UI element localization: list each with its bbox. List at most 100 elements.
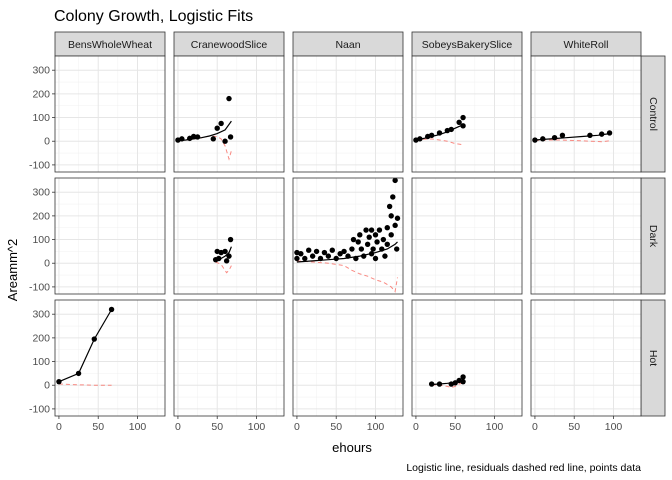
panel-background — [531, 56, 641, 172]
data-point — [384, 225, 390, 231]
data-point — [56, 378, 62, 385]
y-tick-label: 0 — [44, 258, 50, 270]
panel-data — [428, 374, 466, 389]
x-tick-label: 100 — [367, 421, 385, 433]
panel-background — [174, 56, 284, 172]
data-point — [227, 236, 234, 243]
data-point — [349, 246, 355, 252]
data-point — [376, 227, 383, 233]
panel-WhiteRoll-Control — [530, 55, 642, 173]
facet-panels: BensWholeWheat CranewoodSlice Naan SobeysBa… — [29, 31, 666, 433]
x-tick-label: 100 — [248, 421, 266, 433]
panel-BensWholeWheat-Control — [54, 55, 166, 173]
data-point — [298, 251, 304, 257]
panel-border — [292, 55, 404, 173]
data-point — [540, 136, 546, 142]
panel-WhiteRoll-Hot — [530, 299, 642, 417]
data-point — [452, 380, 458, 386]
panel-background — [55, 300, 165, 416]
data-point — [460, 123, 466, 129]
data-point — [388, 213, 394, 219]
panel-CranewoodSlice-Control — [173, 55, 285, 173]
data-point — [384, 241, 390, 247]
data-point — [108, 306, 115, 313]
data-point — [91, 336, 97, 342]
panel-CranewoodSlice-Hot — [173, 299, 285, 417]
panel-border — [173, 177, 285, 295]
panel-border — [54, 299, 166, 417]
panel-background — [531, 300, 641, 416]
data-point — [321, 249, 328, 256]
panel-border — [292, 299, 404, 417]
data-point — [364, 241, 371, 247]
data-point — [436, 381, 443, 387]
data-point — [216, 255, 222, 262]
facet-label-Control: Control — [647, 97, 659, 131]
x-tick-label: 0 — [56, 421, 62, 433]
panel-SobeysBakerySlice-Hot — [411, 299, 523, 417]
facet-strip-SobeysBakerySlice — [411, 31, 523, 57]
y-tick-label: 300 — [32, 65, 50, 77]
data-point — [329, 247, 335, 253]
facet-label-Naan: Naan — [335, 39, 360, 51]
logistic-fit-line — [296, 241, 398, 263]
data-point — [551, 134, 558, 141]
data-point — [460, 114, 466, 121]
data-point — [368, 227, 375, 233]
y-tick-label: 200 — [32, 332, 50, 344]
data-point — [222, 138, 228, 144]
panel-data — [532, 130, 613, 143]
data-point — [388, 232, 394, 238]
data-point — [218, 120, 224, 127]
data-point — [214, 125, 220, 131]
data-point — [372, 232, 379, 238]
data-point — [357, 232, 363, 238]
data-point — [317, 255, 324, 262]
panel-data — [413, 114, 466, 146]
data-point — [448, 126, 454, 133]
data-point — [222, 248, 228, 255]
data-point — [345, 253, 351, 259]
panel-border — [530, 55, 642, 173]
panel-border — [54, 177, 166, 295]
panel-Naan-Control — [292, 55, 404, 173]
data-point — [361, 253, 367, 259]
panel-background — [412, 178, 522, 294]
panel-border — [292, 177, 404, 295]
panel-border — [411, 55, 523, 173]
panel-background — [55, 56, 165, 172]
data-point — [394, 246, 400, 252]
data-point — [294, 255, 300, 262]
chart-caption: Logistic line, residuals dashed red line… — [406, 462, 641, 474]
data-point — [190, 133, 197, 140]
data-point — [370, 246, 376, 252]
y-tick-label: 100 — [32, 112, 50, 124]
x-tick-label: 50 — [211, 421, 223, 433]
x-tick-label: 0 — [294, 421, 300, 433]
panel-border — [411, 177, 523, 295]
data-point — [302, 255, 308, 262]
data-point — [227, 134, 234, 140]
data-point — [350, 236, 357, 243]
data-point — [386, 203, 393, 210]
x-tick-label: 0 — [413, 421, 419, 433]
facet-strip-Dark — [640, 177, 666, 295]
residual-line — [296, 260, 398, 293]
panel-data — [175, 95, 234, 161]
data-point — [372, 255, 379, 262]
y-tick-label: 200 — [32, 210, 50, 222]
y-tick-label: -100 — [29, 281, 50, 293]
panel-data — [56, 306, 115, 386]
panel-background — [412, 56, 522, 172]
residual-line — [58, 383, 112, 386]
panel-background — [174, 300, 284, 416]
x-tick-label: 100 — [605, 421, 623, 433]
data-point — [456, 119, 462, 125]
y-tick-label: -100 — [29, 159, 50, 171]
logistic-fit-line — [58, 309, 113, 383]
data-point — [333, 255, 339, 262]
panel-data — [294, 178, 401, 293]
data-point — [179, 136, 185, 142]
data-point — [355, 239, 361, 245]
